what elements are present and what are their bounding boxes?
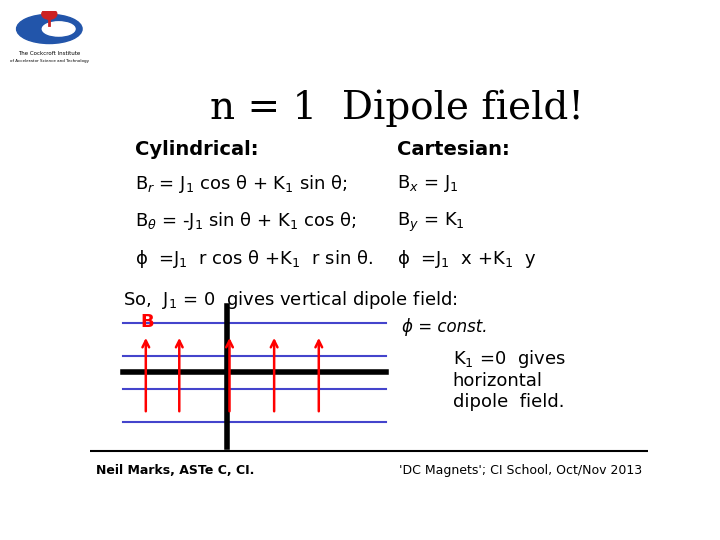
Text: B$_r$ = J$_1$ cos θ + K$_1$ sin θ;: B$_r$ = J$_1$ cos θ + K$_1$ sin θ; (135, 173, 347, 195)
Text: Cartesian:: Cartesian: (397, 140, 510, 159)
Text: K$_1$ =0  gives
horizontal
dipole  field.: K$_1$ =0 gives horizontal dipole field. (453, 348, 565, 411)
Text: 'DC Magnets'; CI School, Oct/Nov 2013: 'DC Magnets'; CI School, Oct/Nov 2013 (400, 464, 642, 477)
Text: ϕ  =J$_1$  r cos θ +K$_1$  r sin θ.: ϕ =J$_1$ r cos θ +K$_1$ r sin θ. (135, 248, 373, 270)
Text: So,  J$_1$ = 0  gives vertical dipole field:: So, J$_1$ = 0 gives vertical dipole fiel… (124, 289, 458, 312)
Text: ϕ = const.: ϕ = const. (402, 319, 488, 336)
Text: Cylindrical:: Cylindrical: (135, 140, 258, 159)
Text: B$_y$ = K$_1$: B$_y$ = K$_1$ (397, 210, 464, 233)
Text: n = 1  Dipole field!: n = 1 Dipole field! (210, 90, 584, 127)
Text: The Cockcroft Institute: The Cockcroft Institute (18, 51, 81, 56)
Text: B$_\theta$ = -J$_1$ sin θ + K$_1$ cos θ;: B$_\theta$ = -J$_1$ sin θ + K$_1$ cos θ; (135, 210, 356, 232)
Ellipse shape (17, 15, 82, 44)
Text: B: B (140, 313, 154, 331)
Text: B$_x$ = J$_1$: B$_x$ = J$_1$ (397, 173, 458, 194)
Text: of Accelerator Science and Technology: of Accelerator Science and Technology (10, 59, 89, 63)
Text: Neil Marks, ASTe C, CI.: Neil Marks, ASTe C, CI. (96, 464, 254, 477)
Text: ϕ  =J$_1$  x +K$_1$  y: ϕ =J$_1$ x +K$_1$ y (397, 248, 536, 270)
Ellipse shape (42, 22, 75, 36)
Circle shape (42, 9, 57, 19)
